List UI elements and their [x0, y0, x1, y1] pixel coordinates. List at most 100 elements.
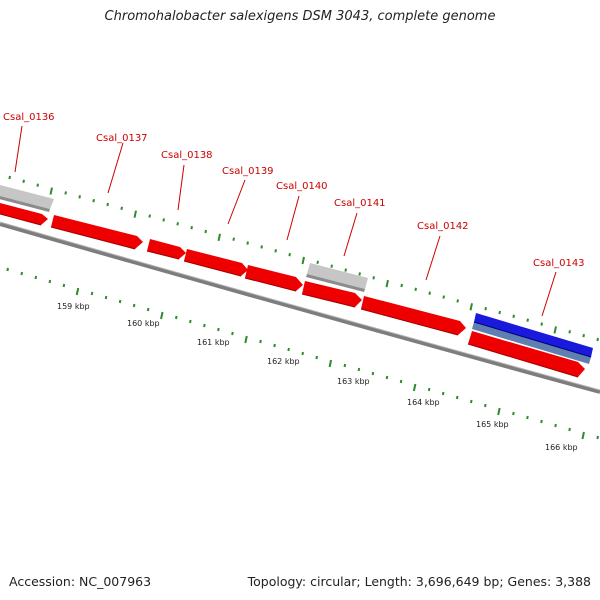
gene-label: Csal_0142 [417, 221, 469, 232]
minor-tick [484, 306, 487, 311]
minor-tick [582, 333, 585, 338]
gene-label-leaders [14, 125, 557, 317]
minor-tick [484, 403, 487, 408]
minor-tick [540, 322, 543, 326]
minor-tick [22, 179, 25, 184]
minor-tick [512, 411, 515, 416]
minor-tick [399, 379, 403, 384]
minor-tick [371, 371, 375, 376]
gene-arrow [302, 281, 362, 307]
major-tick [301, 256, 305, 265]
minor-tick [357, 367, 361, 372]
minor-tick [176, 222, 179, 226]
major-tick [412, 383, 417, 392]
minor-tick [203, 323, 206, 328]
minor-tick [217, 327, 220, 332]
minor-tick [469, 399, 473, 404]
scale-tick-ring [6, 267, 599, 440]
minor-tick [232, 237, 235, 241]
minor-tick [526, 318, 529, 322]
gene-arrow [245, 265, 303, 291]
genome-backbone-highlight [0, 221, 600, 391]
minor-tick [8, 175, 11, 180]
minor-tick [132, 303, 136, 308]
minor-tick [372, 276, 375, 280]
kbp-label: 161 kbp [197, 338, 230, 347]
minor-tick [34, 275, 38, 280]
gene-label: Csal_0140 [276, 181, 328, 192]
minor-tick [596, 337, 599, 342]
major-tick [469, 303, 473, 311]
minor-tick [260, 245, 263, 249]
minor-tick [287, 347, 290, 352]
major-tick [385, 279, 389, 288]
minor-tick [146, 307, 150, 312]
gene-arrow [361, 296, 466, 335]
minor-tick [288, 252, 291, 257]
highlighted-gene-csal-0143 [472, 313, 593, 364]
gene-label: Csal_0137 [96, 133, 148, 144]
major-tick [244, 335, 248, 344]
minor-tick [190, 225, 193, 230]
major-tick [217, 233, 221, 242]
gene-arrow [51, 215, 143, 249]
kbp-label: 163 kbp [337, 377, 370, 386]
major-tick [75, 287, 80, 296]
minor-tick [6, 267, 9, 272]
gene-labels: Csal_0136 Csal_0137 Csal_0138 Csal_0139 … [3, 112, 585, 269]
minor-tick [273, 343, 276, 348]
genome-backbone [0, 222, 600, 394]
minor-tick [400, 283, 403, 288]
minor-tick [344, 268, 347, 272]
minor-tick [428, 291, 431, 295]
genome-summary-text: Topology: circular; Length: 3,696,649 bp… [247, 574, 591, 589]
forward-genes [0, 203, 585, 378]
minor-tick [36, 183, 39, 187]
minor-tick [204, 229, 207, 234]
major-tick [49, 187, 53, 195]
feature-grey-left [0, 185, 54, 212]
minor-tick [427, 387, 431, 392]
minor-tick [48, 279, 52, 284]
minor-tick [596, 435, 599, 440]
minor-tick [554, 423, 557, 428]
minor-tick [498, 310, 501, 315]
kbp-label: 159 kbp [57, 302, 90, 311]
kbp-label: 166 kbp [545, 443, 578, 452]
minor-tick [90, 291, 94, 296]
accession-text: Accession: NC_007963 [9, 574, 152, 589]
minor-tick [62, 283, 66, 288]
minor-tick [568, 330, 571, 334]
kbp-label: 164 kbp [407, 398, 440, 407]
minor-tick [441, 391, 445, 396]
minor-tick [540, 419, 543, 424]
gene-label: Csal_0141 [334, 198, 386, 209]
gene-arrow [0, 203, 48, 225]
minor-tick [246, 241, 249, 245]
minor-tick [526, 415, 529, 420]
scale-labels: 159 kbp 160 kbp 161 kbp 162 kbp 163 kbp … [57, 302, 578, 452]
map-title: Chromohalobacter salexigens DSM 3043, co… [104, 9, 496, 24]
minor-tick [104, 295, 108, 300]
minor-tick [189, 319, 192, 324]
minor-tick [442, 295, 445, 299]
minor-tick [315, 355, 319, 360]
gene-label: Csal_0143 [533, 258, 585, 269]
minor-tick [455, 395, 459, 400]
minor-tick [330, 264, 333, 268]
minor-tick [148, 214, 151, 218]
major-tick [497, 407, 501, 416]
major-tick [328, 359, 333, 368]
upper-tick-ring [8, 175, 599, 342]
minor-tick [316, 260, 319, 265]
minor-tick [274, 249, 277, 253]
gene-label: Csal_0138 [161, 150, 213, 161]
major-tick [553, 326, 557, 334]
kbp-label: 160 kbp [127, 319, 160, 328]
minor-tick [456, 299, 459, 303]
minor-tick [20, 271, 24, 276]
minor-tick [358, 272, 361, 276]
major-tick [133, 210, 137, 218]
major-tick [581, 431, 585, 440]
